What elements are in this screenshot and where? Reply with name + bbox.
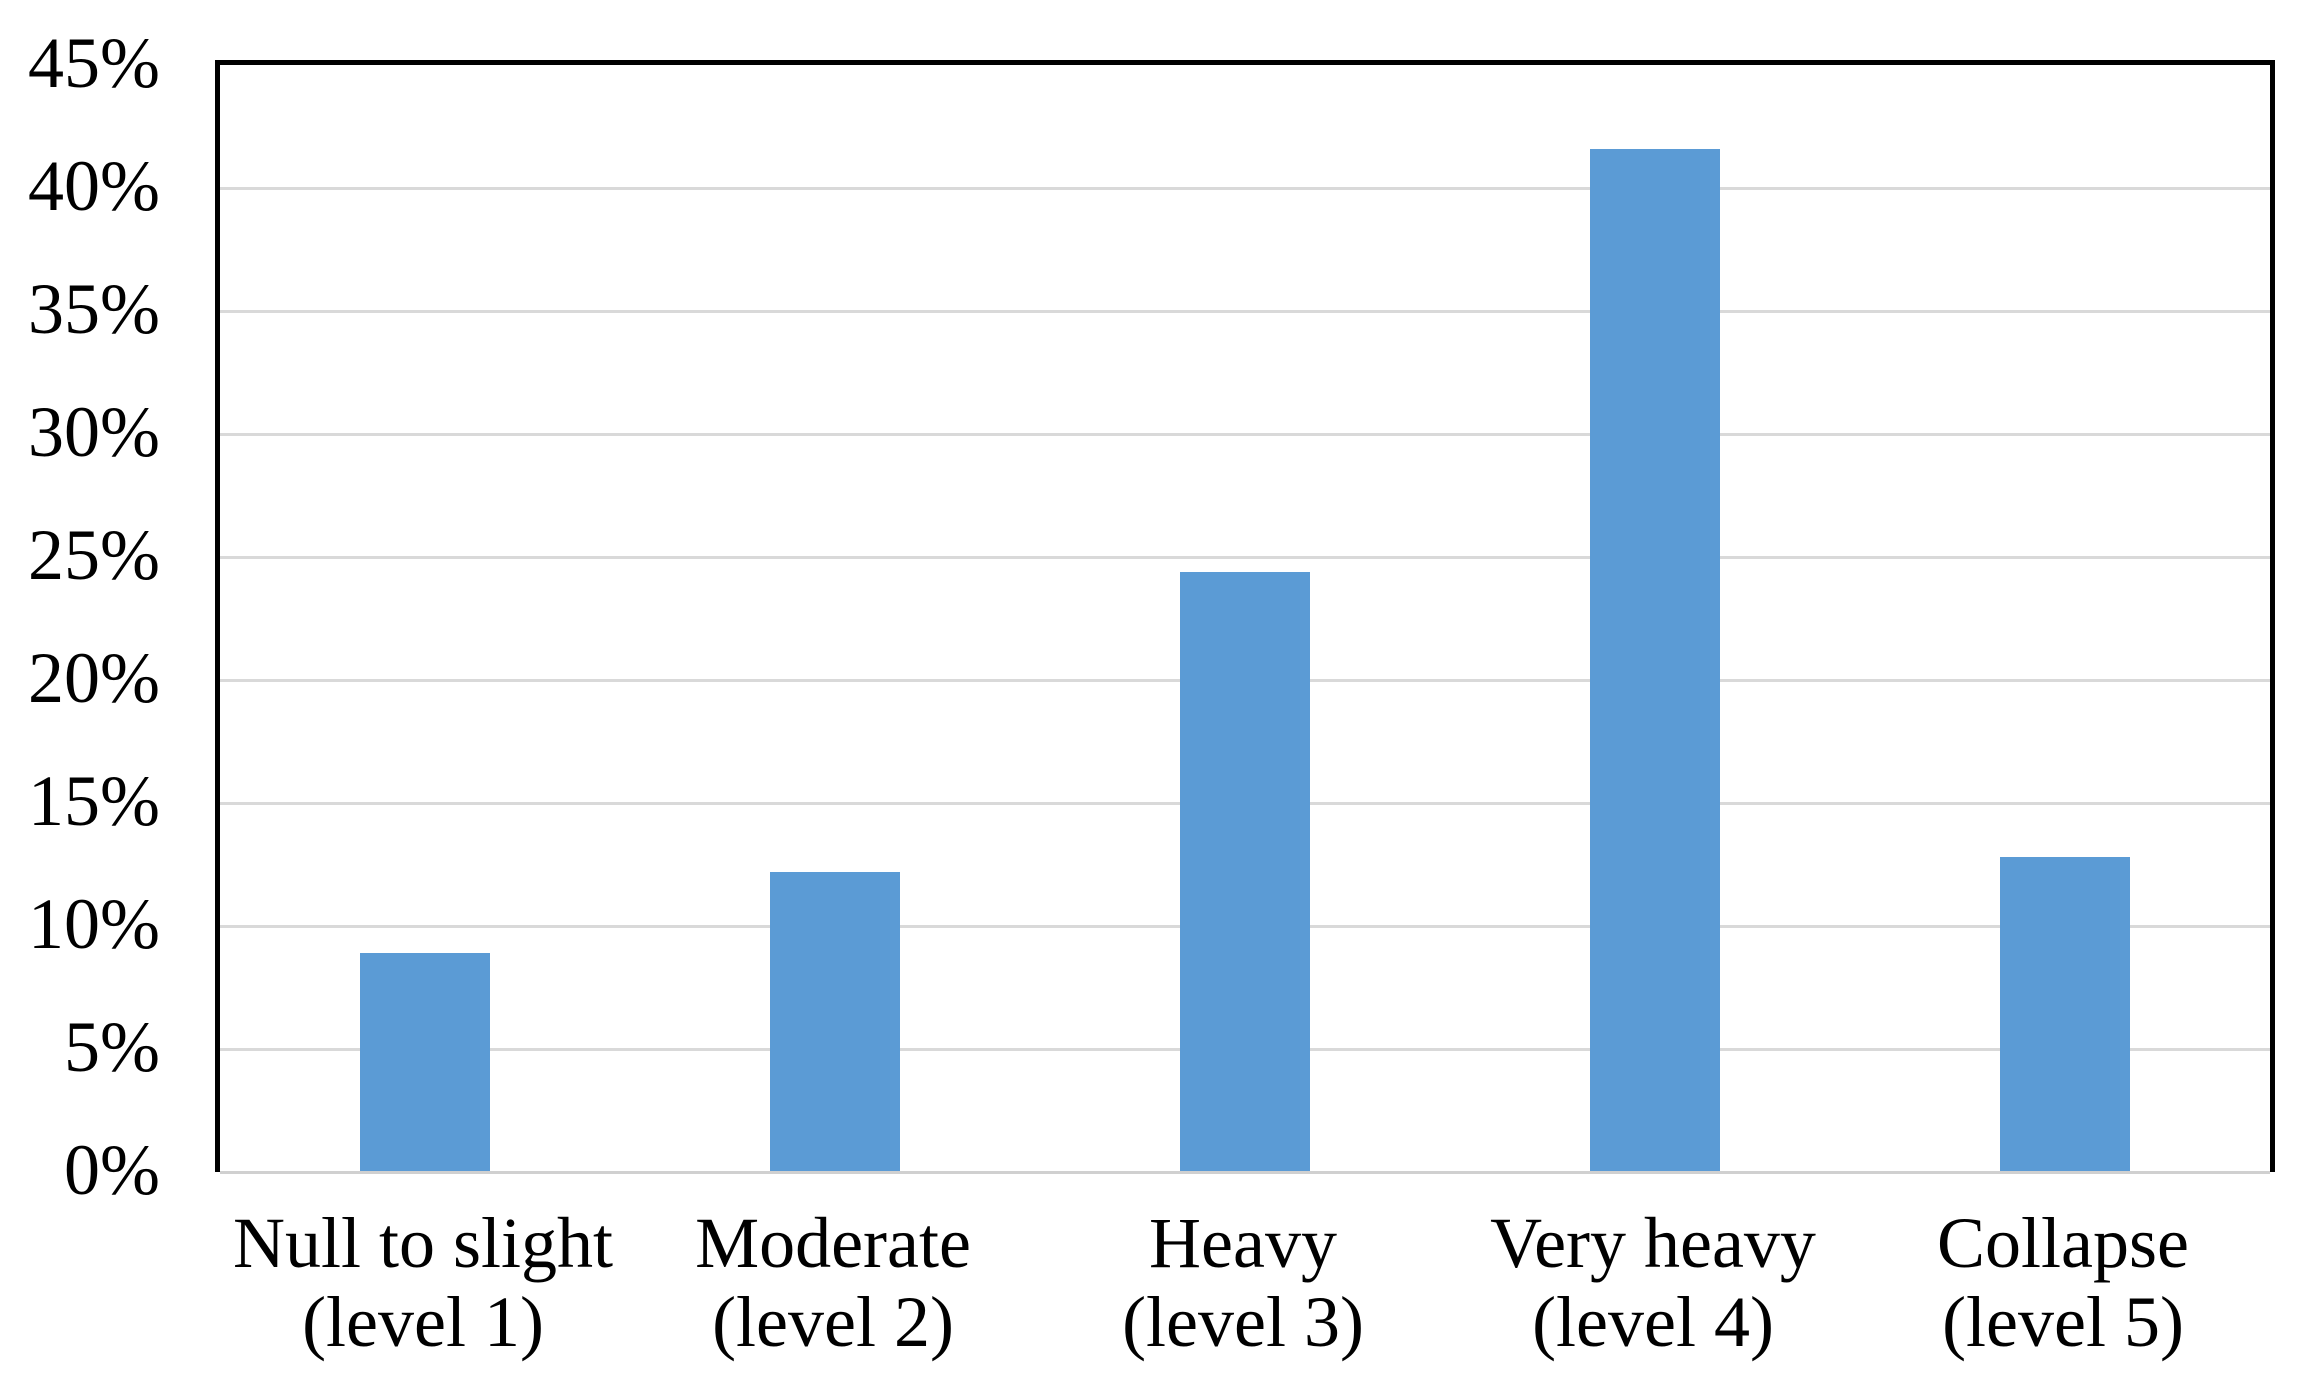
x-category-label-line: Moderate (695, 1203, 971, 1283)
y-tick-label-35pct: 35% (28, 269, 160, 349)
y-tick-label-0pct: 0% (64, 1130, 160, 1210)
x-axis-line (220, 1171, 2270, 1174)
gridline-25 (220, 555, 2270, 559)
bar-3 (1180, 571, 1310, 1172)
x-category-label-line: Collapse (1937, 1203, 2189, 1283)
y-tick-label-10pct: 10% (28, 884, 160, 964)
gridline-40 (220, 186, 2270, 190)
x-category-label-line: (level 1) (302, 1282, 544, 1363)
gridline-30 (220, 432, 2270, 436)
x-category-label-line: Very heavy (1490, 1203, 1816, 1283)
x-category-label-3: Heavy (level 3) (1038, 1203, 1448, 1363)
y-tick-label-40pct: 40% (28, 146, 160, 226)
x-category-label-line: (level 5) (1942, 1282, 2184, 1363)
x-category-label-line: (level 3) (1122, 1282, 1364, 1363)
y-tick-label-5pct: 5% (64, 1007, 160, 1087)
bar-2 (770, 871, 900, 1172)
bar-1 (360, 953, 490, 1172)
x-category-label-4: Very heavy (level 4) (1448, 1203, 1858, 1363)
bar-4 (1590, 148, 1720, 1172)
bar-5 (2000, 857, 2130, 1172)
x-category-label-line: (level 2) (712, 1282, 954, 1363)
x-category-label-5: Collapse (level 5) (1858, 1203, 2268, 1363)
x-category-label-2: Moderate (level 2) (628, 1203, 1038, 1363)
x-category-label-1: Null to slight (level 1) (218, 1203, 628, 1363)
y-tick-label-20pct: 20% (28, 638, 160, 718)
y-tick-label-30pct: 30% (28, 392, 160, 472)
x-category-label-line: Null to slight (232, 1203, 614, 1283)
x-category-label-line: Heavy (1149, 1203, 1337, 1283)
y-tick-label-25pct: 25% (28, 515, 160, 595)
y-tick-label-45pct: 45% (28, 23, 160, 103)
gridline-35 (220, 309, 2270, 313)
plot-area (215, 60, 2275, 1174)
x-category-label-line: (level 4) (1532, 1282, 1774, 1363)
y-tick-label-15pct: 15% (28, 761, 160, 841)
